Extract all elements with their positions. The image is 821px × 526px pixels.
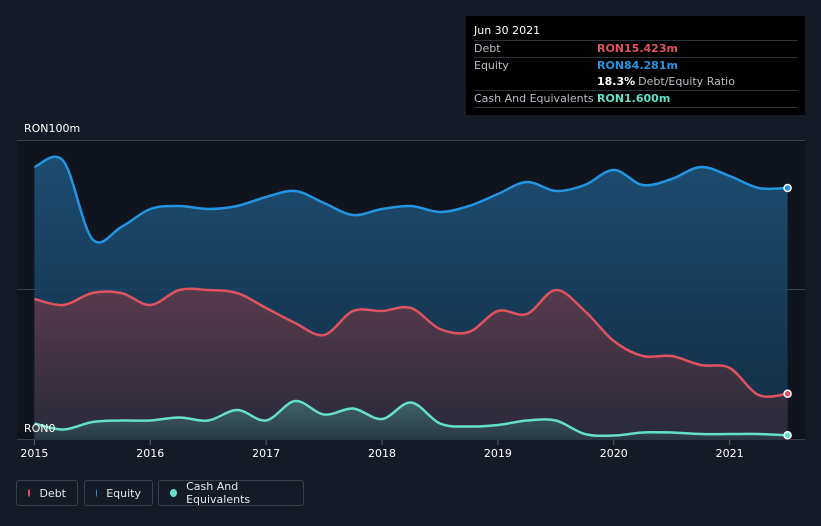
x-tick-2015: 2015: [20, 447, 49, 460]
cash-line: [34, 399, 788, 438]
tooltip-equity-row: Equity RON84.281m: [474, 59, 798, 75]
tooltip-divider: [474, 40, 798, 41]
tooltip-divider: [474, 57, 798, 58]
x-tick-2018: 2018: [368, 447, 397, 460]
cash-end-point[interactable]: [783, 430, 792, 440]
tooltip-date: Jun 30 2021: [474, 24, 541, 37]
x-tick-2021: 2021: [715, 447, 744, 460]
tooltip-cash-row: Cash And Equivalents RON1.600m: [474, 92, 798, 108]
tooltip-debt-label: Debt: [474, 42, 501, 55]
x-tick-2017: 2017: [252, 447, 281, 460]
y-tick-max: RON100m: [24, 122, 81, 135]
tooltip-equity-value: RON84.281m: [597, 59, 678, 72]
tooltip-debt-row: Debt RON15.423m: [474, 42, 798, 58]
legend-debt-label: Debt: [39, 486, 66, 500]
tooltip: Jun 30 2021 Debt RON15.423m Equity RON84…: [466, 16, 805, 115]
debt-line: [34, 287, 788, 398]
tooltip-divider: [474, 90, 798, 91]
equity-line: [33, 155, 788, 244]
x-tick-2019: 2019: [483, 447, 512, 460]
cash-area: [34, 400, 788, 440]
equity-end-point[interactable]: [783, 183, 792, 193]
tooltip-cash-label: Cash And Equivalents: [474, 92, 594, 105]
x-tick-2020: 2020: [599, 447, 628, 460]
tooltip-ratio: 18.3% Debt/Equity Ratio: [597, 75, 735, 88]
tooltip-divider: [474, 107, 798, 108]
tooltip-cash-value: RON1.600m: [597, 92, 671, 105]
legend-equity[interactable]: Equity: [84, 480, 153, 506]
tooltip-ratio-row: 18.3% Debt/Equity Ratio: [474, 75, 798, 91]
legend-cash[interactable]: Cash And Equivalents: [158, 480, 304, 506]
cash-legend-dot: [170, 489, 178, 497]
equity-legend-dot: [96, 489, 98, 497]
tooltip-equity-label: Equity: [474, 59, 509, 72]
legend-equity-label: Equity: [106, 486, 141, 500]
tooltip-ratio-value: 18.3%: [597, 75, 636, 88]
debt-end-point[interactable]: [783, 389, 792, 399]
tooltip-debt-value: RON15.423m: [597, 42, 678, 55]
legend-cash-label: Cash And Equivalents: [186, 480, 251, 506]
debt-legend-dot: [28, 489, 31, 497]
x-tick-2016: 2016: [136, 447, 165, 460]
y-tick-zero: RON0: [24, 422, 56, 435]
legend-debt[interactable]: Debt: [16, 480, 78, 506]
tooltip-ratio-label: Debt/Equity Ratio: [638, 75, 735, 88]
